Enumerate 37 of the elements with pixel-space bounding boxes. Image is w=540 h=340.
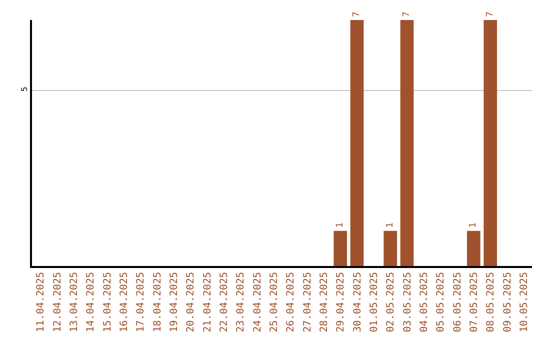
x-tick-label: 24.04.2025 [252,272,264,332]
x-tick-label: 28.04.2025 [318,272,330,332]
x-tick-label: 10.05.2025 [518,272,530,332]
y-tick-label: 5 [20,86,29,92]
x-tick-label: 17.04.2025 [136,272,147,332]
x-tick-label: 27.04.2025 [302,272,314,332]
x-tick-label: 03.05.2025 [402,272,414,332]
data-label: 7 [485,12,496,17]
x-tick-label: 25.04.2025 [268,272,280,332]
x-tick-label: 06.05.2025 [452,272,464,332]
x-tick-label: 05.05.2025 [436,272,447,332]
x-tick-label: 22.04.2025 [218,272,230,332]
x-tick-label: 16.04.2025 [118,272,130,332]
x-tick-label: 19.04.2025 [168,272,180,332]
x-tick-label: 30.04.2025 [352,272,364,332]
data-label: 1 [335,222,346,228]
data-label: 1 [468,222,479,228]
x-tick-label: 14.04.2025 [86,272,97,332]
x-tick-label: 02.05.2025 [386,272,397,332]
x-tick-label: 07.05.2025 [468,272,480,332]
x-tick-label: 23.04.2025 [236,272,247,332]
x-tick-label: 18.04.2025 [152,272,164,332]
data-label: 7 [352,12,362,17]
data-label: 7 [402,12,412,17]
x-tick-label: 26.04.2025 [286,272,297,332]
x-tick-label: 29.04.2025 [336,272,347,332]
x-tick-label: 12.04.2025 [52,272,64,332]
x-tick-label: 08.05.2025 [486,272,497,332]
x-tick-label: 09.05.2025 [502,272,514,332]
x-tick-label: 21.04.2025 [202,272,214,332]
x-tick-label: 11.04.2025 [36,272,47,332]
data-label: 1 [385,222,396,228]
x-tick-label: 20.04.2025 [186,272,197,332]
x-tick-label: 04.05.2025 [418,272,430,332]
x-tick-label: 15.04.2025 [102,272,114,332]
x-tick-label: 01.05.2025 [368,272,380,332]
x-tick-label: 13.04.2025 [68,272,80,332]
